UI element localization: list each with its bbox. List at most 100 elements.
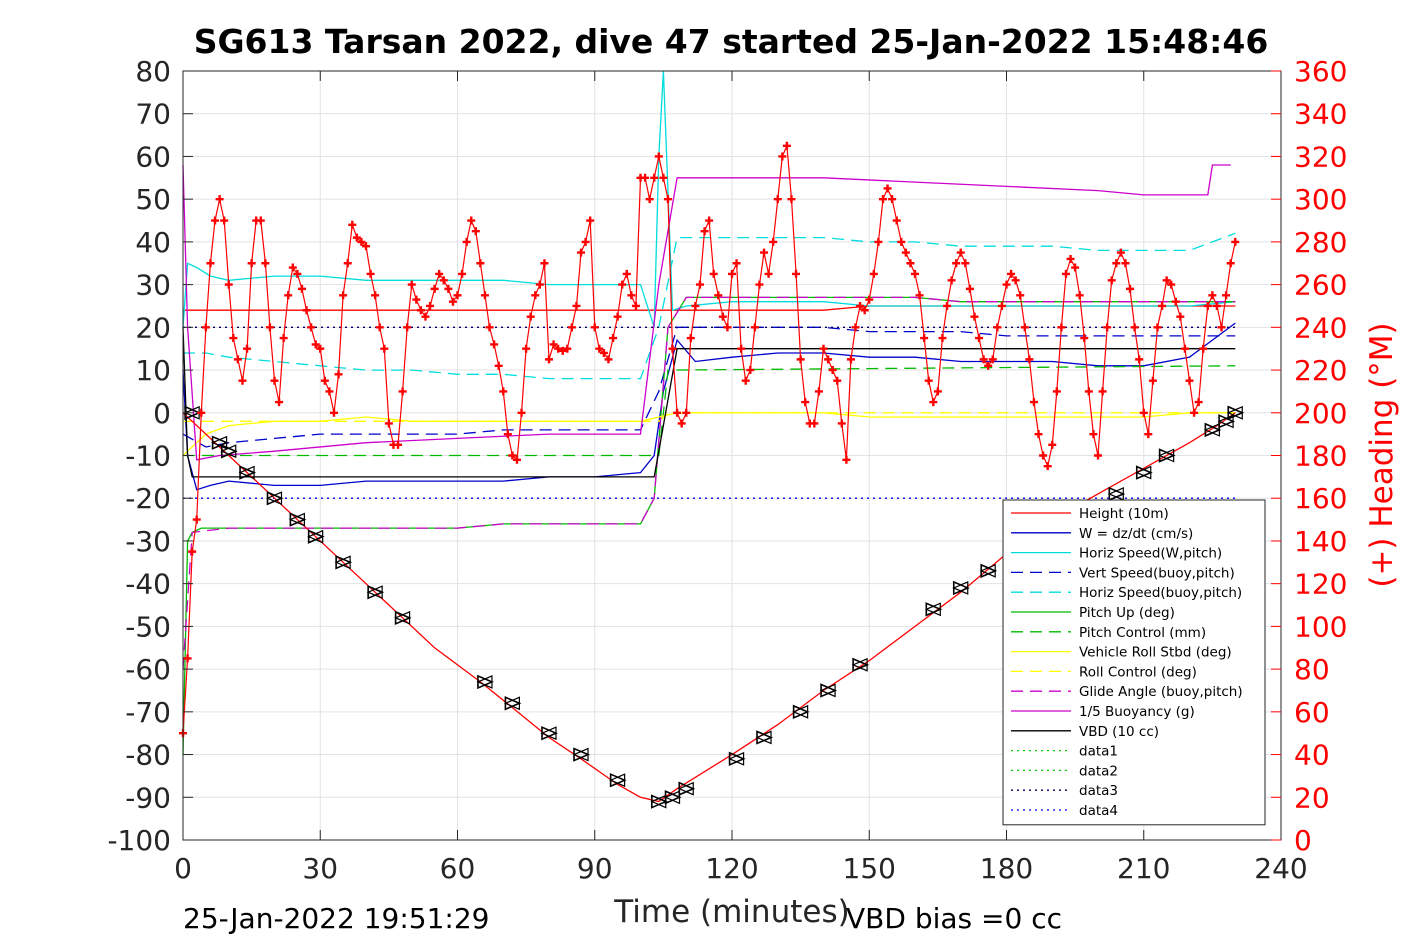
depth-marker-back <box>503 696 521 711</box>
depth-marker-back <box>265 491 283 506</box>
heading-point <box>846 355 855 364</box>
heading-point <box>984 361 993 370</box>
heading-point <box>865 295 874 304</box>
heading-point <box>220 216 229 225</box>
heading-point <box>540 259 549 268</box>
heading-point <box>1203 301 1212 310</box>
y-left-tick-label: -70 <box>125 696 171 729</box>
heading-point <box>229 334 238 343</box>
heading-point <box>1226 259 1235 268</box>
heading-point <box>979 355 988 364</box>
heading-point <box>581 237 590 246</box>
legend-label: 1/5 Buoyancy (g) <box>1079 704 1195 720</box>
legend-label: Pitch Control (mm) <box>1079 625 1206 641</box>
heading-point <box>1217 323 1226 332</box>
legend-label: Glide Angle (buoy,pitch) <box>1079 684 1243 700</box>
y-right-axis-ticks: 3603403203002802602402202001801601401201… <box>1271 55 1347 857</box>
legend-label: Vehicle Roll Stbd (deg) <box>1079 645 1232 661</box>
heading-point <box>947 276 956 285</box>
y-left-tick-label: 50 <box>135 183 171 216</box>
heading-point <box>1020 323 1029 332</box>
heading-point <box>1112 259 1121 268</box>
heading-point <box>577 248 586 257</box>
heading-point <box>197 408 206 417</box>
heading-point <box>398 387 407 396</box>
heading-point <box>421 312 430 321</box>
heading-point <box>522 344 531 353</box>
depth-marker-back <box>677 781 694 796</box>
heading-point <box>1057 323 1066 332</box>
depth-marker-back <box>1203 422 1220 437</box>
y-right-tick-label: 320 <box>1294 140 1347 173</box>
heading-point <box>270 376 279 385</box>
depth-marker-back <box>819 683 836 698</box>
heading-point <box>206 259 215 268</box>
heading-point <box>1153 323 1162 332</box>
y-left-tick-label: -50 <box>125 610 171 643</box>
heading-point <box>380 344 389 353</box>
heading-point <box>929 398 938 407</box>
legend-items: Height (10m) W = dz/dt (cm/s) Horiz Speed(… <box>1011 506 1243 819</box>
heading-point <box>188 547 197 556</box>
heading-point <box>613 312 622 321</box>
heading-point <box>224 280 233 289</box>
heading-point <box>965 284 974 293</box>
series-line-4 <box>183 232 1236 380</box>
heading-point <box>302 306 311 315</box>
heading-point <box>366 269 375 278</box>
y-left-tick-label: -10 <box>125 440 171 473</box>
heading-point <box>407 280 416 289</box>
heading-point <box>1121 259 1130 268</box>
heading-point <box>293 269 302 278</box>
heading-point <box>1084 387 1093 396</box>
heading-point <box>1222 291 1231 300</box>
heading-point <box>604 355 613 364</box>
heading-point <box>709 269 718 278</box>
heading-point <box>439 276 448 285</box>
heading-point <box>480 291 489 300</box>
heading-point <box>595 344 604 353</box>
heading-point <box>714 291 723 300</box>
heading-point <box>1116 248 1125 257</box>
heading-point <box>192 515 201 524</box>
heading-point <box>275 398 284 407</box>
heading-point <box>1089 430 1098 439</box>
heading-point <box>819 344 828 353</box>
y-right-tick-label: 220 <box>1294 354 1347 387</box>
heading-point <box>1162 276 1171 285</box>
series-line-8 <box>183 412 1236 422</box>
y-left-tick-label: 10 <box>135 354 171 387</box>
heading-point <box>499 387 508 396</box>
heading-point <box>1025 355 1034 364</box>
heading-point <box>1103 323 1112 332</box>
heading-point <box>476 259 485 268</box>
heading-point <box>1144 430 1153 439</box>
heading-point <box>851 323 860 332</box>
heading-point <box>878 195 887 204</box>
heading-point <box>412 295 421 304</box>
heading-point <box>343 259 352 268</box>
heading-point <box>485 323 494 332</box>
heading-point <box>1016 291 1025 300</box>
legend-label: data1 <box>1079 744 1118 760</box>
heading-point <box>1107 276 1116 285</box>
legend-label: Vert Speed(buoy,pitch) <box>1079 565 1235 581</box>
heading-point <box>352 233 361 242</box>
heading-point <box>375 323 384 332</box>
heading-point <box>1066 254 1075 263</box>
heading-point <box>1002 280 1011 289</box>
legend-label: W = dz/dt (cm/s) <box>1079 526 1193 542</box>
heading-point <box>641 173 650 182</box>
heading-point <box>490 340 499 349</box>
heading-point <box>215 195 224 204</box>
y-right-tick-label: 20 <box>1294 781 1330 814</box>
heading-point <box>618 280 627 289</box>
heading-point <box>1212 301 1221 310</box>
heading-point <box>334 370 343 379</box>
heading-point <box>737 344 746 353</box>
y-right-axis-label: (+) Heading (°M) <box>1364 322 1400 587</box>
heading-point <box>897 237 906 246</box>
heading-point <box>320 376 329 385</box>
y-left-tick-label: -80 <box>125 739 171 772</box>
y-left-tick-label: 60 <box>135 140 171 173</box>
